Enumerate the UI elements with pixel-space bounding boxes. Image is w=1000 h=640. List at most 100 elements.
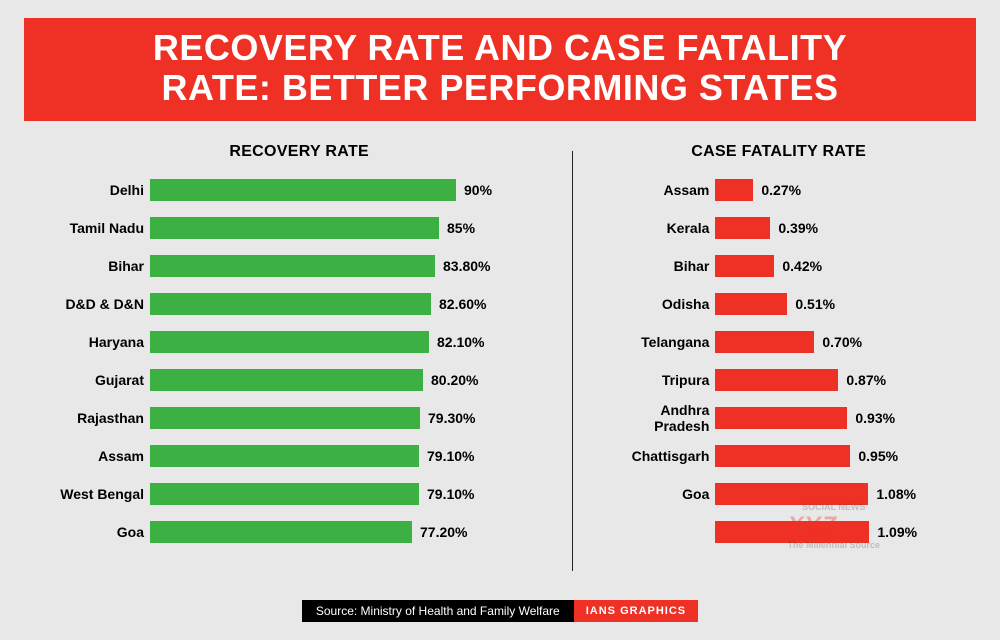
recovery-label: Assam — [44, 448, 144, 464]
recovery-value: 83.80% — [443, 258, 490, 274]
recovery-row: Rajasthan 79.30% — [44, 405, 554, 431]
title-line-1: RECOVERY RATE AND CASE FATALITY — [44, 28, 956, 68]
recovery-bar — [150, 293, 431, 315]
fatality-label: Odisha — [601, 296, 709, 312]
recovery-value: 82.60% — [439, 296, 486, 312]
fatality-label: Assam — [601, 182, 709, 198]
recovery-value: 79.10% — [427, 486, 474, 502]
fatality-bar — [715, 217, 770, 239]
fatality-bar — [715, 407, 847, 429]
recovery-row: Goa 77.20% — [44, 519, 554, 545]
fatality-rate-chart: CASE FATALITY RATE Assam 0.27% Kerala 0.39%… — [573, 143, 956, 571]
fatality-value: 0.93% — [855, 410, 895, 426]
recovery-bar-wrap: 79.10% — [150, 483, 554, 505]
recovery-bar — [150, 179, 456, 201]
recovery-bar-wrap: 80.20% — [150, 369, 554, 391]
title-line-2: RATE: BETTER PERFORMING STATES — [44, 68, 956, 108]
fatality-value: 0.95% — [858, 448, 898, 464]
recovery-row: West Bengal79.10% — [44, 481, 554, 507]
recovery-bar — [150, 369, 423, 391]
recovery-label: Rajasthan — [44, 410, 144, 426]
fatality-label: Telangana — [601, 334, 709, 350]
recovery-bar-wrap: 82.60% — [150, 293, 554, 315]
fatality-bar — [715, 331, 814, 353]
recovery-value: 85% — [447, 220, 475, 236]
fatality-bar — [715, 179, 753, 201]
recovery-bar-wrap: 90% — [150, 179, 554, 201]
fatality-bar-wrap: 0.39% — [715, 217, 956, 239]
recovery-value: 80.20% — [431, 372, 478, 388]
fatality-value: 0.87% — [846, 372, 886, 388]
fatality-row: Kerala 0.39% — [601, 215, 956, 241]
charts-container: RECOVERY RATE Delhi90%Tamil Nadu85%Bihar… — [24, 143, 976, 571]
source-box: Source: Ministry of Health and Family We… — [302, 600, 574, 622]
fatality-bar-wrap: 0.70% — [715, 331, 956, 353]
recovery-bar — [150, 445, 419, 467]
recovery-label: Goa — [44, 524, 144, 540]
fatality-rate-title: CASE FATALITY RATE — [601, 143, 956, 161]
source-text: Source: Ministry of Health and Family We… — [316, 604, 560, 618]
fatality-bar-wrap: 0.42% — [715, 255, 956, 277]
fatality-value: 0.42% — [782, 258, 822, 274]
fatality-bar — [715, 521, 869, 543]
recovery-row: Delhi 90% — [44, 177, 554, 203]
title-banner: RECOVERY RATE AND CASE FATALITY RATE: BE… — [24, 18, 976, 121]
recovery-bar — [150, 407, 420, 429]
fatality-row: 1.09% — [601, 519, 956, 545]
recovery-row: D&D & D&N 82.60% — [44, 291, 554, 317]
recovery-value: 77.20% — [420, 524, 467, 540]
fatality-row: Goa 1.08% — [601, 481, 956, 507]
recovery-bar-wrap: 82.10% — [150, 331, 554, 353]
brand-box: IANS GRAPHICS — [574, 600, 698, 622]
fatality-value: 0.70% — [822, 334, 862, 350]
source-strip: Source: Ministry of Health and Family We… — [0, 600, 1000, 622]
fatality-label: Kerala — [601, 220, 709, 236]
fatality-label: Chattisgarh — [601, 448, 709, 464]
fatality-bar-wrap: 0.95% — [715, 445, 956, 467]
fatality-row: Tripura 0.87% — [601, 367, 956, 393]
fatality-value: 1.09% — [877, 524, 917, 540]
recovery-label: Haryana — [44, 334, 144, 350]
fatality-value: 0.51% — [795, 296, 835, 312]
fatality-row: Andhra Pradesh0.93% — [601, 405, 956, 431]
fatality-row: Assam 0.27% — [601, 177, 956, 203]
recovery-label: Bihar — [44, 258, 144, 274]
recovery-row: Gujarat 80.20% — [44, 367, 554, 393]
fatality-bar — [715, 255, 774, 277]
recovery-row: Bihar 83.80% — [44, 253, 554, 279]
recovery-rate-chart: RECOVERY RATE Delhi90%Tamil Nadu85%Bihar… — [44, 143, 572, 571]
recovery-bar-wrap: 83.80% — [150, 255, 554, 277]
fatality-bar-wrap: 0.93% — [715, 407, 956, 429]
recovery-bar-wrap: 77.20% — [150, 521, 554, 543]
fatality-value: 0.39% — [778, 220, 818, 236]
recovery-label: Gujarat — [44, 372, 144, 388]
fatality-bar-wrap: 0.27% — [715, 179, 956, 201]
recovery-value: 82.10% — [437, 334, 484, 350]
recovery-row: Haryana 82.10% — [44, 329, 554, 355]
fatality-bar-wrap: 1.08% — [715, 483, 956, 505]
fatality-bar — [715, 445, 850, 467]
recovery-bar — [150, 331, 429, 353]
fatality-row: Chattisgarh 0.95% — [601, 443, 956, 469]
fatality-label: Tripura — [601, 372, 709, 388]
recovery-bar — [150, 483, 419, 505]
fatality-bar-wrap: 0.87% — [715, 369, 956, 391]
recovery-label: Delhi — [44, 182, 144, 198]
recovery-bar — [150, 521, 412, 543]
recovery-row: Tamil Nadu 85% — [44, 215, 554, 241]
fatality-bar-wrap: 0.51% — [715, 293, 956, 315]
recovery-label: Tamil Nadu — [44, 220, 144, 236]
recovery-value: 79.30% — [428, 410, 475, 426]
fatality-row: Odisha 0.51% — [601, 291, 956, 317]
brand-text: IANS GRAPHICS — [586, 605, 686, 617]
infographic-root: RECOVERY RATE AND CASE FATALITY RATE: BE… — [0, 0, 1000, 640]
recovery-value: 90% — [464, 182, 492, 198]
fatality-label: Goa — [601, 486, 709, 502]
fatality-value: 0.27% — [761, 182, 801, 198]
fatality-bar — [715, 369, 838, 391]
recovery-row: Assam79.10% — [44, 443, 554, 469]
recovery-bar-wrap: 85% — [150, 217, 554, 239]
fatality-row: Bihar0.42% — [601, 253, 956, 279]
recovery-label: D&D & D&N — [44, 296, 144, 312]
fatality-bar — [715, 293, 787, 315]
